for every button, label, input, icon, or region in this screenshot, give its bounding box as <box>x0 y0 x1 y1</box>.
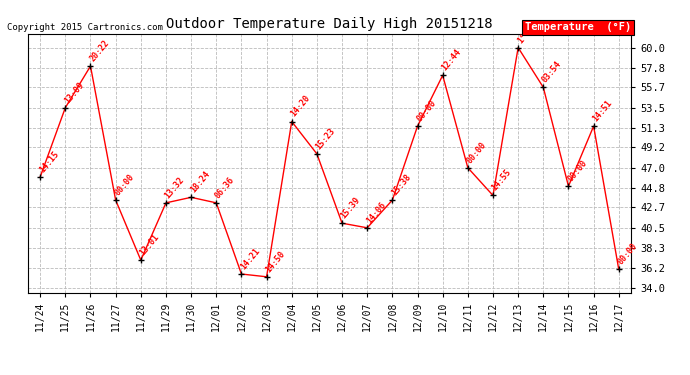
Text: 15:23: 15:23 <box>314 126 337 151</box>
Text: 18:24: 18:24 <box>188 170 211 195</box>
Text: 20:22: 20:22 <box>88 38 110 63</box>
Text: 00:00: 00:00 <box>113 172 136 197</box>
Text: 15:38: 15:38 <box>390 172 413 197</box>
Text: 03:54: 03:54 <box>540 60 564 85</box>
Text: 13:32: 13:32 <box>164 175 186 200</box>
Text: 13:01: 13:01 <box>138 232 161 257</box>
Text: 13:09: 13:09 <box>63 80 86 105</box>
Text: 12:44: 12:44 <box>440 48 463 72</box>
Text: 14:50: 14:50 <box>264 249 287 274</box>
Text: 14:15: 14:15 <box>37 149 61 174</box>
Text: 00:00: 00:00 <box>616 242 639 267</box>
Text: 14:21: 14:21 <box>239 246 262 271</box>
Text: 06:36: 06:36 <box>213 175 237 200</box>
Text: 1°: 1° <box>515 32 529 45</box>
Title: Outdoor Temperature Daily High 20151218: Outdoor Temperature Daily High 20151218 <box>166 17 493 31</box>
Text: 00:00: 00:00 <box>566 159 589 183</box>
Text: 14:06: 14:06 <box>364 200 388 225</box>
Text: 15:39: 15:39 <box>339 195 362 220</box>
Text: 14:55: 14:55 <box>491 168 513 193</box>
Text: 00:00: 00:00 <box>465 140 488 165</box>
Text: 14:20: 14:20 <box>289 94 312 119</box>
Text: Temperature  (°F): Temperature (°F) <box>525 22 631 33</box>
Text: 00:00: 00:00 <box>415 99 437 123</box>
Text: Copyright 2015 Cartronics.com: Copyright 2015 Cartronics.com <box>7 22 163 32</box>
Text: 14:51: 14:51 <box>591 99 614 123</box>
